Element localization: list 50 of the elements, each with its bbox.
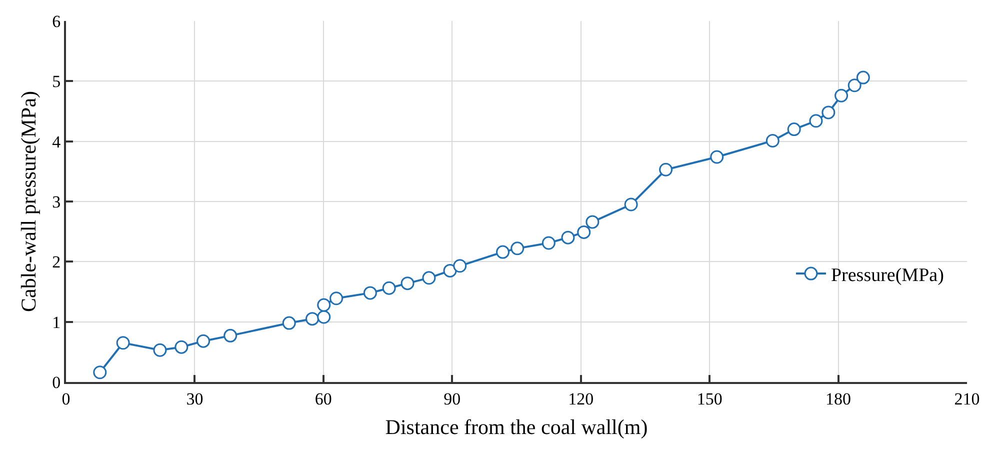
x-tick-label: 120	[568, 389, 594, 408]
x-tick-label: 90	[444, 389, 461, 408]
point	[809, 114, 823, 128]
x-tick-label: 30	[186, 389, 204, 408]
point	[422, 271, 436, 285]
point	[787, 122, 801, 136]
x-axis-title: Distance from the coal wall(m)	[385, 415, 648, 440]
y-tick-label: 5	[52, 72, 61, 92]
point	[153, 343, 167, 357]
point	[224, 328, 238, 342]
y-tick-label: 3	[52, 192, 61, 212]
point	[400, 276, 414, 290]
point	[496, 245, 510, 259]
point	[624, 198, 638, 212]
y-tick-label: 1	[52, 312, 61, 332]
point	[306, 312, 320, 326]
x-tick-label: 60	[314, 389, 332, 408]
point	[577, 225, 591, 239]
point	[363, 286, 377, 300]
y-tick-label: 2	[52, 252, 61, 272]
point	[848, 78, 862, 92]
legend-label: Pressure(MPa)	[830, 264, 944, 286]
point	[330, 292, 344, 306]
point	[453, 259, 467, 273]
x-tick-label: 210	[954, 389, 980, 408]
point	[317, 310, 331, 324]
point	[822, 106, 836, 120]
point	[282, 316, 296, 330]
point	[443, 264, 457, 278]
point	[542, 236, 556, 250]
point	[510, 242, 524, 256]
x-tick-label: 150	[696, 389, 722, 408]
point	[382, 281, 396, 295]
y-tick-label: 4	[52, 132, 62, 152]
point	[710, 150, 724, 164]
point	[93, 366, 107, 380]
y-axis-title: Cable-wall pressure(MPa)	[16, 90, 41, 312]
point	[766, 134, 780, 148]
point	[834, 88, 848, 102]
point	[561, 230, 575, 244]
point	[196, 334, 210, 348]
x-tick-label: 180	[826, 389, 852, 408]
point	[317, 298, 331, 312]
y-tick-label: 6	[52, 12, 61, 31]
point	[116, 336, 130, 350]
point	[856, 70, 870, 84]
point	[174, 340, 188, 354]
y-tick-label: 0	[52, 372, 61, 392]
point	[659, 162, 673, 176]
point	[586, 215, 600, 229]
